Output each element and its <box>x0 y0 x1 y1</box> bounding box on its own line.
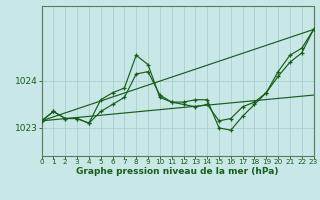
X-axis label: Graphe pression niveau de la mer (hPa): Graphe pression niveau de la mer (hPa) <box>76 167 279 176</box>
